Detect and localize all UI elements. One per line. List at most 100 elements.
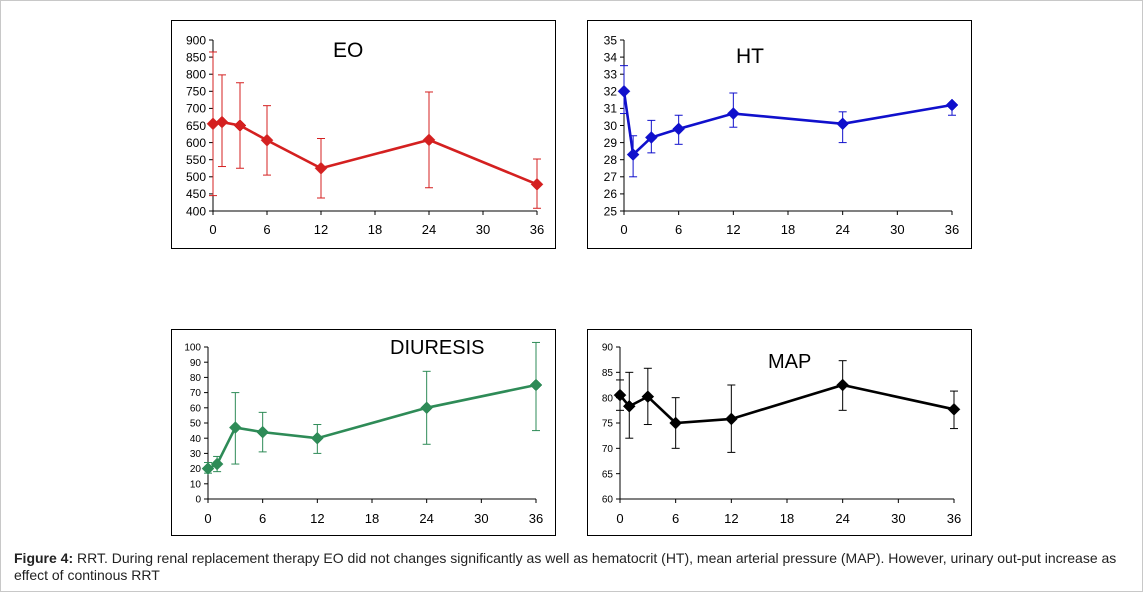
data-point [260,133,274,147]
data-point [836,378,850,392]
data-point [724,412,738,426]
data-point [617,84,631,98]
data-point [672,122,686,136]
y-tick-label: 650 [186,119,206,133]
data-point [206,117,220,131]
y-tick-label: 28 [604,153,618,167]
y-tick-label: 32 [604,85,618,99]
data-point [233,119,247,132]
x-tick-label: 18 [365,511,379,526]
data-point [669,416,683,430]
data-point [613,388,627,402]
data-point [422,133,436,147]
y-tick-label: 750 [186,85,206,99]
x-tick-label: 24 [835,222,849,237]
chart-title: HT [736,45,764,68]
data-point [530,177,544,191]
x-tick-label: 36 [947,511,961,526]
data-point [420,401,434,415]
y-tick-label: 65 [602,469,614,480]
y-tick-label: 31 [604,102,618,116]
chart-panel-ht: 25 26 27 28 29 30 31 32 33 34 35 0 6 12 18 24 30 36 HT [587,20,972,249]
x-tick-label: 12 [724,511,738,526]
x-tick-label: 12 [726,222,740,237]
data-point [726,107,740,120]
x-tick-label: 0 [620,222,627,237]
data-point [641,390,655,404]
y-tick-label: 90 [602,343,614,354]
data-point [215,115,229,129]
chart-panel-diuresis: 0 10 20 30 40 50 60 70 80 90 100 0 6 12 18 24 30 36 DIURES… [171,329,556,536]
y-tick-label: 30 [604,119,618,133]
x-tick-label: 6 [259,511,266,526]
data-point [622,399,636,413]
series-line [207,383,537,470]
data-point [310,431,324,445]
data-point [644,131,658,144]
chart-diuresis: 0 10 20 30 40 50 60 70 80 90 100 0 6 12 18 24 30 36 DIURES… [184,337,543,526]
y-tick-label: 70 [190,388,202,399]
y-tick-label: 400 [186,204,206,218]
y-tick-label: 33 [604,68,618,82]
data-point [256,425,270,439]
y-tick-label: 30 [190,449,202,460]
x-tick-label: 30 [476,222,490,237]
y-tick-label: 40 [190,434,202,445]
series-line [212,120,538,186]
x-tick-label: 18 [781,222,795,237]
y-tick-label: 27 [604,170,618,184]
figure-caption: Figure 4: RRT. During renal replacement … [14,550,1129,584]
series-line [619,383,955,425]
chart-map: 60 65 70 75 80 85 90 0 6 12 18 24 30 36 MAP [602,343,961,526]
y-tick-label: 25 [604,204,618,218]
chart-title: EO [333,39,363,62]
y-tick-label: 850 [186,50,206,64]
y-tick-label: 80 [602,393,614,404]
y-tick-label: 85 [602,368,614,379]
y-tick-label: 600 [186,136,206,150]
x-tick-label: 0 [616,511,623,526]
chart-ht: 25 26 27 28 29 30 31 32 33 34 35 0 6 12 18 24 30 36 HT [604,33,960,237]
x-tick-label: 18 [368,222,382,237]
y-tick-label: 550 [186,153,206,167]
y-tick-label: 700 [186,102,206,116]
y-tick-label: 80 [190,373,202,384]
y-tick-label: 500 [186,170,206,184]
x-tick-label: 0 [204,511,211,526]
y-tick-label: 90 [190,358,202,369]
data-point [947,402,961,416]
caption-text: RRT. During renal replacement therapy EO… [14,550,1117,583]
y-tick-label: 34 [604,50,618,64]
y-tick-label: 70 [602,444,614,455]
data-point [201,462,215,475]
x-tick-label: 12 [310,511,324,526]
chart-panel-eo: 400 450 500 550 600 650 700 750 800 850 900 0 6 12 18 2… [171,20,556,249]
x-tick-label: 36 [945,222,959,237]
x-tick-label: 36 [529,511,543,526]
x-tick-label: 30 [474,511,488,526]
x-tick-label: 36 [530,222,544,237]
x-tick-label: 24 [422,222,436,237]
x-tick-label: 30 [891,511,905,526]
chart-title: DIURESIS [390,337,484,359]
y-tick-label: 75 [602,419,614,430]
data-point [228,421,242,434]
x-tick-label: 0 [209,222,216,237]
x-tick-label: 18 [780,511,794,526]
y-tick-label: 800 [186,68,206,82]
data-point [836,117,850,131]
data-point [529,378,543,392]
x-tick-label: 24 [835,511,849,526]
x-tick-label: 30 [890,222,904,237]
x-tick-label: 6 [675,222,682,237]
x-tick-label: 6 [263,222,270,237]
data-point [626,148,640,161]
y-tick-label: 100 [184,343,201,354]
y-tick-label: 10 [190,479,202,490]
data-point [945,98,959,112]
y-tick-label: 900 [186,33,206,47]
x-tick-label: 24 [419,511,433,526]
data-point [210,457,224,471]
x-tick-label: 6 [672,511,679,526]
